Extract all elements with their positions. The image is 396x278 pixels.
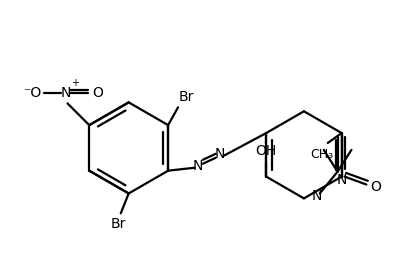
Text: N: N	[312, 189, 322, 203]
Text: +: +	[71, 78, 80, 88]
Text: N: N	[337, 173, 347, 187]
Text: N: N	[192, 159, 203, 173]
Text: N: N	[214, 147, 225, 161]
Text: OH: OH	[255, 144, 277, 158]
Text: Br: Br	[179, 90, 194, 104]
Text: CH₃: CH₃	[310, 148, 333, 161]
Text: O: O	[370, 180, 381, 193]
Text: O: O	[92, 86, 103, 100]
Text: Br: Br	[111, 217, 126, 231]
Text: ⁻O: ⁻O	[23, 86, 42, 100]
Text: N: N	[60, 86, 71, 100]
